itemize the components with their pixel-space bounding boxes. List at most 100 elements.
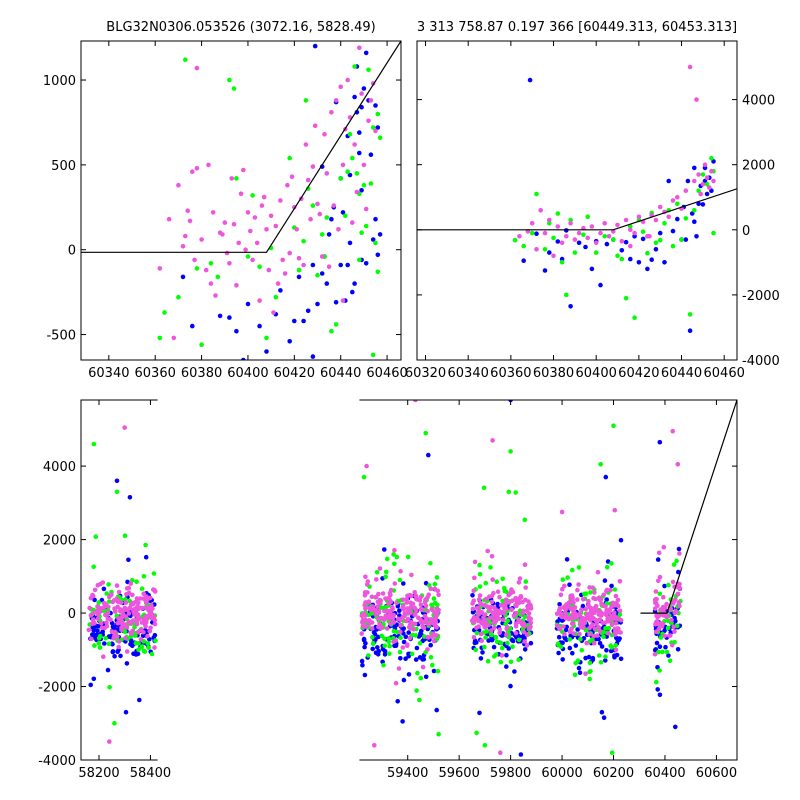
data-point [382, 636, 387, 642]
data-point [576, 582, 581, 587]
data-point [361, 182, 367, 188]
data-point [612, 507, 618, 513]
data-point [560, 657, 565, 662]
data-point [692, 219, 697, 224]
data-point [157, 335, 163, 341]
data-point [571, 631, 576, 636]
data-point [677, 551, 682, 556]
data-point [542, 268, 548, 273]
data-point [558, 611, 564, 617]
data-point [653, 247, 659, 252]
data-point [645, 266, 650, 272]
data-point [596, 612, 602, 617]
data-point [555, 224, 561, 229]
data-point [418, 631, 423, 636]
data-point [227, 77, 232, 83]
data-point [587, 585, 592, 590]
data-point [489, 599, 495, 605]
data-point [662, 633, 667, 639]
data-point [583, 655, 588, 661]
data-point [592, 608, 598, 614]
data-point [368, 181, 374, 186]
data-point [478, 600, 483, 606]
data-point [704, 191, 710, 197]
data-point [476, 597, 482, 602]
data-point [596, 608, 602, 614]
data-point [560, 586, 565, 592]
data-point [613, 643, 618, 648]
data-point [388, 621, 393, 626]
model-line [417, 188, 737, 231]
data-point [116, 644, 121, 650]
x-tick-label: 59800 [490, 766, 531, 781]
data-point [617, 608, 623, 614]
x-tick-label: 60440 [320, 366, 361, 381]
data-point [534, 191, 539, 197]
data-point [501, 617, 506, 622]
data-point [308, 216, 313, 222]
data-point [319, 164, 325, 169]
data-point [199, 342, 204, 348]
y-tick-label: 0 [68, 607, 76, 622]
data-point [206, 162, 211, 168]
data-point [516, 657, 521, 662]
data-point [390, 605, 395, 610]
data-point [619, 256, 625, 262]
data-point [250, 193, 255, 198]
data-point [377, 135, 383, 140]
data-point [340, 162, 346, 168]
data-point [310, 354, 316, 359]
data-point [421, 656, 427, 662]
y-tick-label: 4000 [742, 94, 775, 109]
data-point [333, 322, 339, 327]
data-point [144, 600, 149, 606]
data-point [471, 635, 477, 640]
data-point [587, 676, 592, 682]
data-point [567, 582, 572, 587]
data-point [683, 237, 689, 242]
data-point [336, 227, 341, 232]
y-tick-label: 0 [742, 224, 750, 239]
data-point [409, 619, 414, 625]
data-point [381, 617, 387, 623]
data-point [671, 599, 676, 605]
data-point [171, 335, 177, 341]
data-point [596, 595, 602, 600]
data-point [660, 649, 665, 655]
data-point [480, 650, 485, 655]
data-point [103, 635, 108, 641]
data-point [506, 489, 512, 495]
data-point [656, 649, 661, 655]
data-point [504, 632, 509, 638]
data-point [628, 224, 633, 229]
data-point [619, 238, 625, 244]
data-point [675, 591, 681, 597]
data-point [322, 132, 327, 137]
data-point [383, 613, 389, 619]
data-point [388, 599, 394, 605]
data-point [488, 628, 494, 633]
data-point [683, 216, 689, 221]
x-tick-label: 60360 [135, 366, 176, 381]
data-point [303, 98, 309, 103]
data-point [518, 752, 524, 757]
data-point [296, 274, 302, 280]
data-point [403, 634, 409, 640]
data-point [604, 565, 610, 570]
data-point [236, 240, 241, 246]
data-point [676, 600, 682, 605]
data-point [190, 169, 195, 174]
data-point [613, 647, 619, 653]
data-point [488, 565, 493, 570]
y-tick-label: 2000 [742, 159, 775, 174]
data-point [425, 647, 430, 652]
y-tick-label: -500 [46, 329, 76, 344]
data-point [387, 590, 393, 596]
data-point [498, 750, 503, 755]
data-point [500, 576, 506, 582]
data-point [609, 561, 614, 566]
data-point [611, 237, 616, 242]
data-point [90, 632, 95, 637]
data-point [312, 43, 318, 49]
data-point [604, 607, 609, 613]
